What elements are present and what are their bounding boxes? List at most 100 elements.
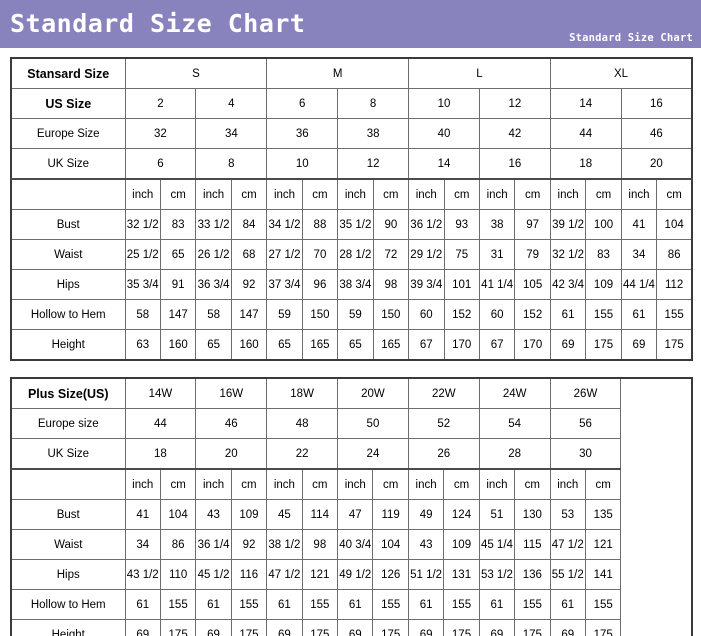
measure-value: 61 bbox=[337, 589, 374, 620]
plus-size-header: 26W bbox=[549, 377, 622, 409]
plus-size-table: Plus Size(US) 14W 16W 18W 20W 22W 24W 26W Europe… bbox=[10, 377, 693, 636]
measure-value: 70 bbox=[301, 239, 339, 270]
unit-header: cm bbox=[159, 468, 197, 500]
size-value: 56 bbox=[549, 408, 622, 439]
measure-value: 69 bbox=[549, 329, 587, 361]
size-value: 32 bbox=[124, 118, 197, 149]
standard-size-table: Stansard Size S M L XL US Size 2 4 6 8 10 12 14 16 Eur… bbox=[10, 57, 694, 361]
measure-value: 86 bbox=[656, 239, 693, 270]
unit-header: inch bbox=[124, 178, 161, 210]
measure-value: 75 bbox=[443, 239, 480, 270]
measure-value: 112 bbox=[656, 269, 693, 300]
unit-header: cm bbox=[656, 178, 693, 210]
measure-value: 63 bbox=[124, 329, 161, 361]
measure-value: 124 bbox=[443, 499, 480, 530]
measure-value: 42 3/4 bbox=[549, 269, 587, 300]
measure-value: 59 bbox=[266, 299, 303, 330]
size-value: 28 bbox=[478, 438, 551, 470]
measure-value: 155 bbox=[372, 589, 409, 620]
measure-value: 65 bbox=[159, 239, 197, 270]
measure-value: 26 1/2 bbox=[195, 239, 232, 270]
size-value: 18 bbox=[549, 148, 622, 180]
measure-value: 155 bbox=[514, 589, 551, 620]
measure-value: 165 bbox=[301, 329, 339, 361]
measure-value: 175 bbox=[656, 329, 693, 361]
size-value: 20 bbox=[195, 438, 268, 470]
measure-value: 155 bbox=[585, 299, 622, 330]
measure-value: 116 bbox=[230, 559, 268, 590]
measure-value: 175 bbox=[159, 619, 197, 636]
measure-value: 29 1/2 bbox=[408, 239, 445, 270]
measure-value: 49 1/2 bbox=[337, 559, 374, 590]
row-label: Waist bbox=[10, 529, 126, 560]
measure-value: 115 bbox=[514, 529, 551, 560]
row-label: Hollow to Hem bbox=[10, 299, 126, 330]
measure-value: 59 bbox=[337, 299, 374, 330]
unit-header: inch bbox=[478, 178, 516, 210]
measure-value: 55 1/2 bbox=[549, 559, 586, 590]
measure-value: 58 bbox=[124, 299, 161, 330]
measure-value: 61 bbox=[195, 589, 232, 620]
table-row: Europe Size 32 34 36 38 40 42 44 46 bbox=[10, 118, 693, 149]
unit-header: cm bbox=[585, 178, 622, 210]
measure-value: 126 bbox=[372, 559, 409, 590]
measure-value: 90 bbox=[372, 209, 410, 240]
measure-value: 43 bbox=[195, 499, 232, 530]
size-value: 16 bbox=[478, 148, 551, 180]
unit-header: cm bbox=[230, 178, 268, 210]
table-row: Bust 41 104 43 109 45 114 47 119 49 124 51 130 53 135 bbox=[10, 499, 692, 530]
table-row: Hollow to Hem 61 155 61 155 61 155 61 155 61 155 61… bbox=[10, 589, 692, 620]
size-value: 46 bbox=[620, 118, 693, 149]
measure-value: 43 1/2 bbox=[124, 559, 161, 590]
unit-header: inch bbox=[195, 178, 232, 210]
measure-value: 170 bbox=[443, 329, 480, 361]
measure-value: 150 bbox=[372, 299, 410, 330]
measure-value: 83 bbox=[159, 209, 197, 240]
measure-value: 39 3/4 bbox=[408, 269, 445, 300]
measure-value: 67 bbox=[408, 329, 445, 361]
table-row: UK Size 18 20 22 24 26 28 30 bbox=[10, 438, 692, 470]
measure-value: 109 bbox=[230, 499, 268, 530]
measure-value: 34 1/2 bbox=[266, 209, 303, 240]
measure-value: 175 bbox=[584, 619, 622, 636]
measure-value: 45 1/2 bbox=[195, 559, 232, 590]
unit-header: inch bbox=[549, 178, 587, 210]
unit-header: inch bbox=[337, 178, 374, 210]
measure-value: 83 bbox=[585, 239, 622, 270]
unit-header: cm bbox=[443, 178, 480, 210]
measure-value: 160 bbox=[230, 329, 268, 361]
size-value: 22 bbox=[266, 438, 339, 470]
size-group-header-m: M bbox=[266, 57, 410, 89]
measure-value: 69 bbox=[195, 619, 232, 636]
unit-header: inch bbox=[408, 178, 445, 210]
unit-header: cm bbox=[372, 468, 409, 500]
table-row: Hips 43 1/2 110 45 1/2 116 47 1/2 121 49 1/2 126… bbox=[10, 559, 692, 590]
measure-value: 51 1/2 bbox=[407, 559, 445, 590]
unit-header: cm bbox=[159, 178, 197, 210]
measure-value: 104 bbox=[372, 529, 409, 560]
unit-header: inch bbox=[478, 468, 516, 500]
measure-value: 92 bbox=[230, 529, 268, 560]
measure-value: 141 bbox=[584, 559, 622, 590]
measure-value: 97 bbox=[514, 209, 551, 240]
row-label: Hips bbox=[10, 559, 126, 590]
size-group-header-xl: XL bbox=[549, 57, 693, 89]
size-group-header-s: S bbox=[124, 57, 268, 89]
measure-value: 119 bbox=[372, 499, 409, 530]
unit-header: cm bbox=[301, 468, 339, 500]
unit-header: cm bbox=[584, 468, 622, 500]
size-value: 34 bbox=[195, 118, 268, 149]
unit-header: inch bbox=[266, 178, 303, 210]
measure-value: 165 bbox=[372, 329, 410, 361]
size-value: 12 bbox=[337, 148, 410, 180]
row-label: UK Size bbox=[10, 148, 126, 180]
measure-value: 34 bbox=[620, 239, 658, 270]
measure-value: 121 bbox=[301, 559, 339, 590]
measure-value: 155 bbox=[230, 589, 268, 620]
size-value: 6 bbox=[266, 88, 339, 119]
measure-value: 79 bbox=[514, 239, 551, 270]
unit-header: cm bbox=[514, 468, 551, 500]
measure-value: 68 bbox=[230, 239, 268, 270]
measure-value: 31 bbox=[478, 239, 516, 270]
measure-value: 105 bbox=[514, 269, 551, 300]
